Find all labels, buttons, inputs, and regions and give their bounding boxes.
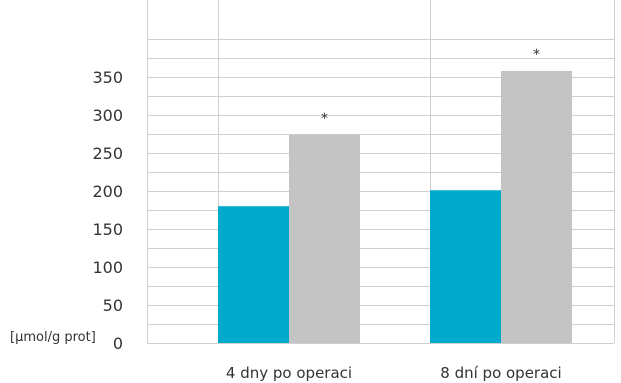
x-category-label: 8 dní po operaci xyxy=(440,364,561,382)
y-tick-label: 300 xyxy=(92,106,123,125)
y-tick-label: 50 xyxy=(103,296,123,315)
bar xyxy=(218,206,289,343)
bars-layer xyxy=(218,70,572,344)
bar xyxy=(501,70,572,344)
y-tick-label: 250 xyxy=(92,144,123,163)
significance-marker: * xyxy=(321,111,328,127)
y-tick-label: 200 xyxy=(92,182,123,201)
y-axis-unit-label: [µmol/g prot] xyxy=(10,330,96,345)
bar xyxy=(289,134,360,343)
significance-marker: * xyxy=(533,47,540,63)
y-tick-label: 350 xyxy=(92,68,123,87)
x-category-label: 4 dny po operaci xyxy=(226,364,352,382)
y-tick-label: 100 xyxy=(92,258,123,277)
y-tick-label: 0 xyxy=(113,334,123,353)
bar xyxy=(430,190,501,343)
y-tick-label: 150 xyxy=(92,220,123,239)
labels-layer: [µmol/g prot] 0 50 100 150 200 250 300 350 * 4 dn… xyxy=(10,47,562,382)
